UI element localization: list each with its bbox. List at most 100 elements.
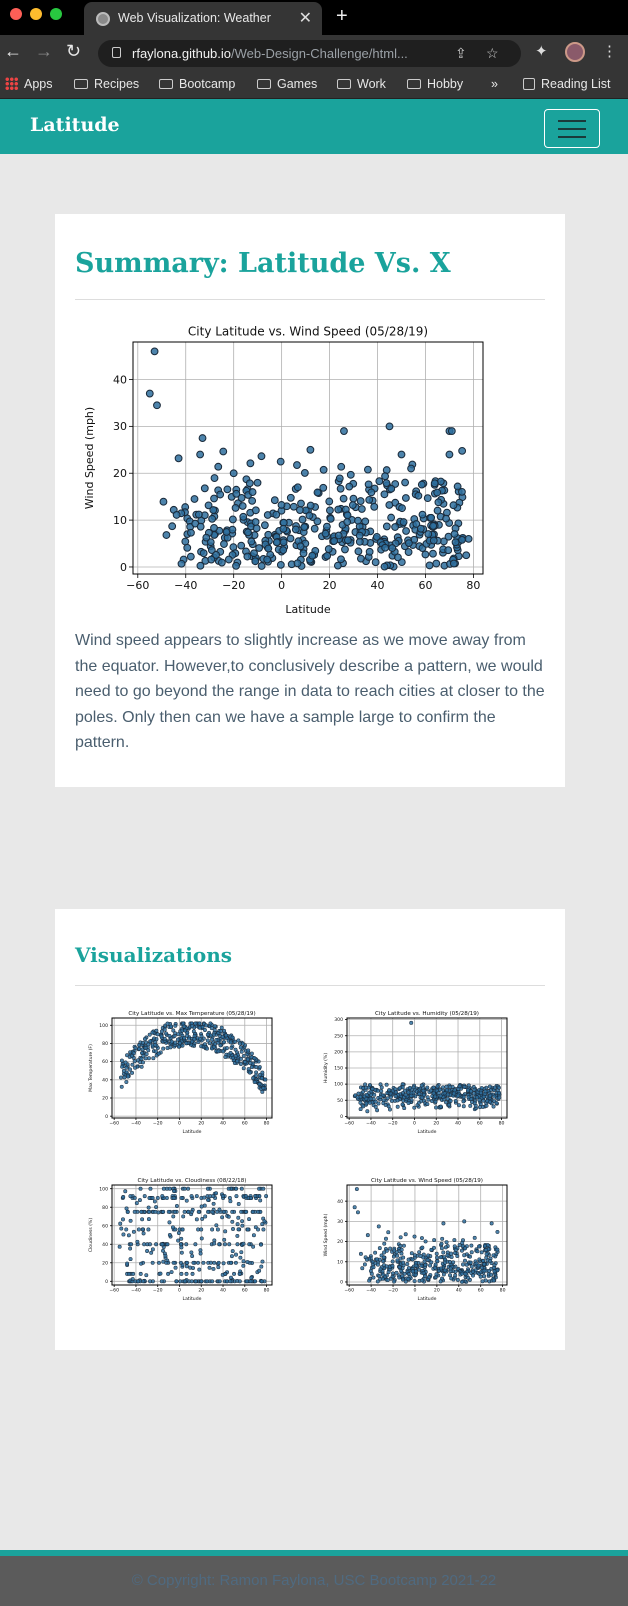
- data-point: [330, 537, 339, 545]
- data-point: [373, 1250, 378, 1255]
- x-tick-label: −20: [153, 1121, 163, 1127]
- data-point: [400, 1277, 405, 1282]
- data-point: [380, 1276, 385, 1281]
- data-point: [176, 1044, 181, 1049]
- navbar-brand[interactable]: Latitude: [30, 114, 120, 136]
- data-point: [186, 1186, 191, 1191]
- data-point: [422, 1092, 426, 1097]
- wind-speed-chart[interactable]: City Latitude vs. Wind Speed (05/28/19) −…: [83, 316, 493, 616]
- data-point: [365, 1233, 370, 1238]
- data-point: [260, 1259, 265, 1264]
- forward-arrow-icon[interactable]: →: [35, 41, 53, 61]
- data-point: [293, 559, 302, 568]
- data-point: [440, 1236, 445, 1241]
- data-point: [434, 1272, 439, 1277]
- new-tab-icon[interactable]: +: [336, 5, 348, 27]
- data-point: [297, 499, 305, 508]
- data-point: [179, 1236, 184, 1241]
- reload-icon[interactable]: ↻: [66, 41, 82, 61]
- x-axis-label: Latitude: [418, 1129, 437, 1135]
- minimize-window-button[interactable]: [30, 8, 42, 20]
- data-point: [412, 1105, 417, 1110]
- data-point: [199, 1227, 204, 1232]
- bookmarks-overflow[interactable]: »: [491, 77, 498, 91]
- bookmark-games[interactable]: Games: [257, 77, 317, 91]
- data-point: [217, 558, 226, 567]
- data-point: [172, 1033, 177, 1038]
- data-point: [141, 1279, 146, 1284]
- menu-kebab-icon[interactable]: ⋮: [602, 43, 617, 60]
- data-point: [433, 506, 442, 515]
- bookmark-work[interactable]: Work: [337, 77, 386, 91]
- data-point: [121, 1195, 126, 1199]
- browser-tab[interactable]: Web Visualization: Weather ✕: [84, 2, 322, 35]
- data-point: [445, 450, 454, 459]
- data-point: [262, 1219, 267, 1224]
- data-point: [272, 538, 281, 547]
- menu-toggle-button[interactable]: [544, 109, 600, 148]
- data-point: [406, 1090, 411, 1095]
- y-tick-label: 40: [102, 1077, 108, 1083]
- plot-frame: [111, 1017, 273, 1119]
- data-point: [428, 1088, 433, 1093]
- x-tick-label: 60: [477, 1121, 483, 1127]
- reading-list[interactable]: Reading List: [523, 77, 611, 91]
- maximize-window-button[interactable]: [50, 8, 62, 20]
- data-point: [123, 1060, 128, 1065]
- x-axis-label: Latitude: [418, 1296, 437, 1302]
- extensions-icon[interactable]: ✦: [535, 43, 548, 60]
- wind-speed-thumbnail[interactable]: City Latitude vs. Wind Speed (05/28/19) −…: [323, 1175, 513, 1303]
- data-point: [193, 1279, 198, 1284]
- cloudiness-thumbnail[interactable]: City Latitude vs. Cloudiness (08/22/18) −…: [88, 1175, 278, 1303]
- data-point: [356, 1210, 360, 1215]
- bookmark-bootcamp[interactable]: Bootcamp: [159, 77, 235, 91]
- data-point: [405, 1262, 410, 1266]
- humidity-thumbnail[interactable]: City Latitude vs. Humidity (05/28/19) −60…: [323, 1008, 513, 1136]
- data-point: [380, 562, 389, 571]
- data-point: [444, 1084, 449, 1089]
- data-point: [438, 1093, 443, 1098]
- x-tick-label: 0: [278, 579, 285, 592]
- data-point: [257, 1082, 262, 1087]
- data-point: [291, 525, 300, 534]
- close-window-button[interactable]: [10, 8, 22, 20]
- max-temperature-thumbnail[interactable]: City Latitude vs. Max Temperature (05/28…: [88, 1008, 278, 1136]
- data-point: [436, 1268, 441, 1273]
- data-point: [449, 559, 458, 568]
- y-axis-label: Wind Speed (mph): [83, 407, 96, 509]
- data-point: [150, 347, 159, 356]
- y-tick-label: 10: [113, 514, 127, 527]
- data-point: [355, 1095, 360, 1100]
- data-point: [205, 1032, 210, 1037]
- close-tab-icon[interactable]: ✕: [298, 10, 312, 27]
- y-tick-label: 20: [113, 467, 127, 480]
- data-point: [222, 1040, 226, 1045]
- back-arrow-icon[interactable]: ←: [4, 41, 22, 61]
- data-point: [253, 1279, 258, 1284]
- bookmark-hobby[interactable]: Hobby: [407, 77, 463, 91]
- data-point: [181, 1021, 186, 1026]
- address-bar[interactable]: rfaylona.github.io/Web-Design-Challenge/…: [98, 40, 521, 67]
- bookmark-recipes[interactable]: Recipes: [74, 77, 139, 91]
- data-point: [220, 540, 228, 548]
- data-point: [235, 1233, 240, 1238]
- bookmark-star-icon[interactable]: ☆: [486, 45, 499, 61]
- share-icon[interactable]: ⇪: [455, 45, 467, 61]
- data-point: [215, 1227, 220, 1232]
- data-point: [155, 1032, 160, 1037]
- data-point: [425, 1257, 430, 1262]
- data-point: [383, 1102, 388, 1107]
- data-point: [210, 1037, 214, 1042]
- data-point: [229, 1254, 234, 1259]
- data-point: [477, 1257, 482, 1262]
- data-point: [333, 561, 342, 570]
- y-tick-label: 50: [337, 1098, 343, 1104]
- data-point: [417, 1091, 422, 1096]
- data-point: [409, 1020, 414, 1025]
- profile-avatar[interactable]: [565, 42, 585, 62]
- bookmark-apps[interactable]: Apps: [5, 77, 53, 91]
- data-point: [214, 1037, 219, 1042]
- data-point: [239, 1186, 244, 1191]
- data-point: [343, 518, 352, 526]
- data-point: [139, 1064, 144, 1069]
